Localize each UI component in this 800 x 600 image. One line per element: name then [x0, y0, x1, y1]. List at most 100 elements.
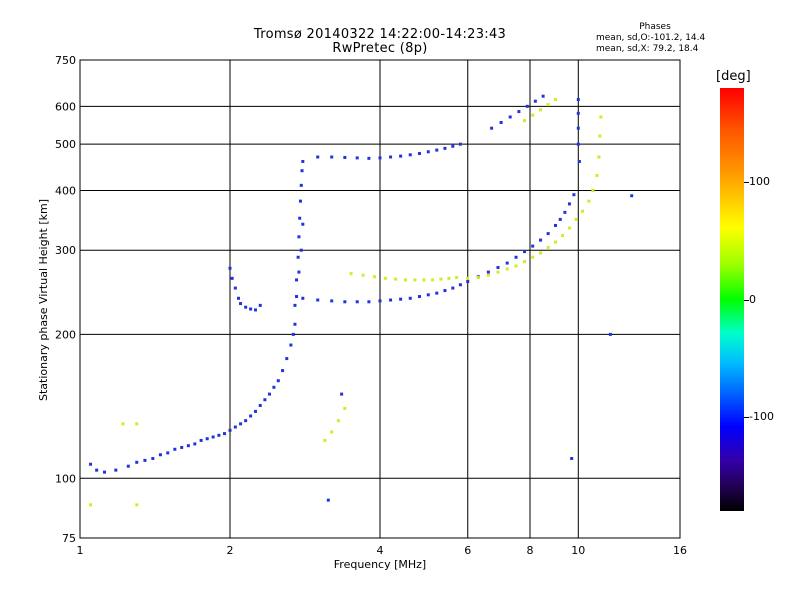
data-point-o-mode	[572, 193, 576, 197]
data-point-x-mode	[598, 134, 602, 138]
data-point-o-mode	[230, 276, 234, 280]
data-point-o-mode	[258, 303, 262, 307]
data-point-o-mode	[577, 159, 581, 163]
data-point-o-mode	[408, 296, 412, 300]
data-point-x-mode	[531, 255, 535, 259]
data-point-o-mode	[180, 445, 184, 449]
data-point-x-mode	[383, 276, 387, 280]
data-point-x-mode	[539, 108, 543, 112]
data-point-x-mode	[561, 234, 565, 238]
data-point-o-mode	[505, 261, 509, 265]
data-point-o-mode	[173, 447, 177, 451]
colorbar-tick-mark	[744, 299, 749, 301]
x-tick-label: 2	[227, 544, 234, 557]
data-point-x-mode	[455, 276, 459, 280]
data-point-o-mode	[217, 433, 221, 437]
data-point-o-mode	[211, 435, 215, 439]
data-point-o-mode	[199, 438, 203, 442]
data-point-o-mode	[135, 460, 139, 464]
data-point-o-mode	[514, 255, 518, 259]
data-point-o-mode	[186, 444, 190, 448]
data-point-x-mode	[553, 240, 557, 244]
data-point-x-mode	[599, 115, 603, 119]
data-point-x-mode	[439, 277, 443, 281]
data-point-o-mode	[389, 155, 393, 159]
data-point-x-mode	[135, 503, 139, 507]
data-point-o-mode	[426, 293, 430, 297]
data-point-x-mode	[343, 406, 347, 410]
data-point-o-mode	[95, 468, 99, 472]
data-point-o-mode	[490, 126, 494, 130]
data-point-o-mode	[426, 150, 430, 154]
data-point-o-mode	[295, 278, 299, 282]
data-point-o-mode	[301, 159, 305, 163]
data-point-o-mode	[330, 155, 334, 159]
data-point-x-mode	[466, 276, 470, 280]
data-point-o-mode	[399, 154, 403, 158]
data-point-o-mode	[253, 409, 257, 413]
data-point-o-mode	[272, 385, 276, 389]
x-axis-ticks: 1 2 4 6 8 10 16	[77, 544, 688, 557]
data-point-x-mode	[539, 251, 543, 255]
data-point-o-mode	[576, 126, 580, 130]
data-point-x-mode	[531, 113, 535, 117]
data-point-o-mode	[499, 121, 503, 125]
data-point-o-mode	[340, 392, 344, 396]
data-point-o-mode	[297, 270, 301, 274]
data-point-o-mode	[295, 295, 299, 299]
data-point-x-mode	[574, 217, 578, 221]
data-point-o-mode	[228, 428, 232, 432]
y-tick-label: 750	[55, 54, 76, 67]
data-point-o-mode	[233, 286, 237, 290]
data-point-o-mode	[443, 146, 447, 150]
data-point-o-mode	[103, 470, 107, 474]
data-point-x-mode	[523, 119, 527, 123]
data-point-o-mode	[300, 169, 304, 173]
data-point-o-mode	[258, 403, 262, 407]
data-point-o-mode	[435, 291, 439, 295]
chart-title-line2: RwPretec (8p)	[332, 41, 428, 56]
data-point-o-mode	[293, 322, 297, 326]
colorbar-unit-label: [deg]	[716, 69, 751, 84]
data-point-o-mode	[458, 142, 462, 146]
data-point-o-mode	[298, 199, 302, 203]
data-point-o-mode	[525, 104, 529, 108]
x-tick-label: 8	[527, 544, 534, 557]
data-point-o-mode	[298, 216, 302, 220]
data-point-o-mode	[244, 305, 248, 309]
data-point-o-mode	[244, 419, 248, 423]
y-tick-label: 100	[55, 472, 76, 485]
data-point-x-mode	[135, 422, 139, 426]
y-tick-label: 600	[55, 100, 76, 113]
data-point-o-mode	[533, 99, 537, 103]
y-tick-label: 500	[55, 138, 76, 151]
data-point-o-mode	[458, 283, 462, 287]
data-point-o-mode	[316, 298, 320, 302]
data-point-o-mode	[316, 155, 320, 159]
data-point-x-mode	[523, 260, 527, 264]
data-point-o-mode	[466, 280, 470, 284]
data-point-x-mode	[514, 264, 518, 268]
data-point-o-mode	[541, 94, 545, 98]
data-point-o-mode	[417, 152, 421, 156]
phases-heading: Phases	[639, 22, 671, 32]
data-point-o-mode	[114, 468, 118, 472]
plot-frame	[79, 59, 681, 539]
data-point-o-mode	[293, 303, 297, 307]
data-point-o-mode	[228, 266, 232, 270]
data-point-x-mode	[553, 98, 557, 102]
data-point-o-mode	[296, 255, 300, 259]
data-point-o-mode	[567, 202, 571, 206]
data-point-x-mode	[431, 278, 435, 282]
data-point-o-mode	[558, 217, 562, 221]
data-point-x-mode	[505, 267, 509, 271]
chart-grid	[80, 60, 680, 538]
data-point-o-mode	[239, 302, 243, 306]
phases-o-mode-line: mean, sd,O:-101.2, 14.4	[596, 33, 706, 43]
colorbar-tick-mark	[744, 417, 749, 418]
data-point-x-mode	[476, 276, 480, 280]
data-point-o-mode	[576, 142, 580, 146]
data-point-x-mode	[413, 278, 417, 282]
data-point-x-mode	[546, 103, 550, 107]
